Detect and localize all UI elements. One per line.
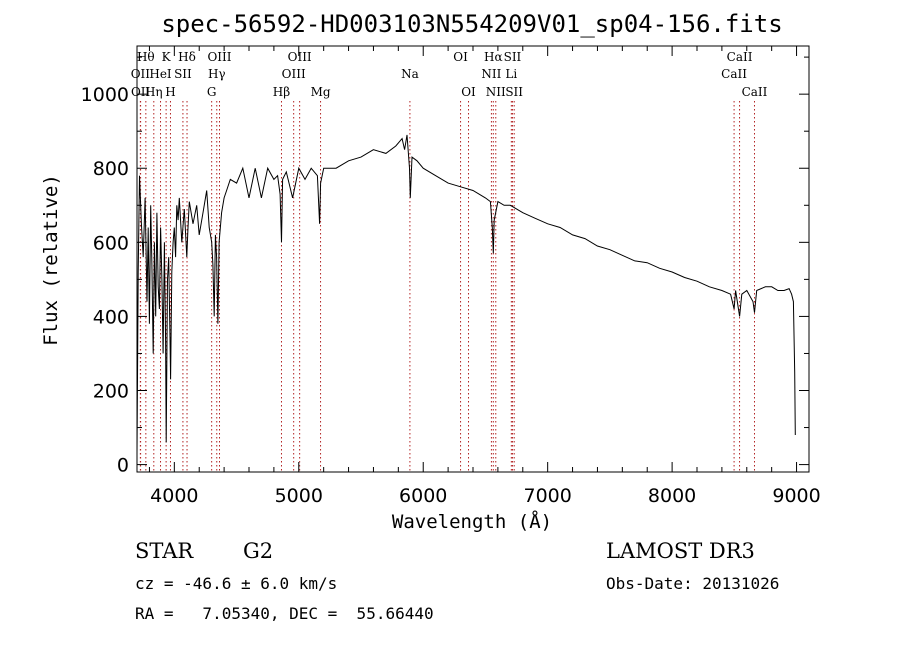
line-label-7: SII: [174, 67, 192, 81]
line-label-17: OI: [453, 50, 468, 64]
line-label-26: CaII: [727, 50, 753, 64]
line-label-16: Na: [401, 67, 419, 81]
x-tick-label: 7000: [523, 485, 571, 507]
line-label-24: SII: [505, 85, 523, 99]
obs-date: Obs-Date: 20131026: [606, 574, 780, 593]
y-axis-label: Flux (relative): [40, 174, 62, 346]
line-label-14: OIII: [288, 50, 312, 64]
y-tick-label: 1000: [81, 84, 129, 106]
line-label-15: Mg: [311, 85, 331, 99]
line-label-13: OIII: [282, 67, 306, 81]
line-label-21: NII: [486, 85, 506, 99]
line-label-19: NII: [481, 67, 501, 81]
line-label-6: H: [165, 85, 175, 99]
line-label-18: OI: [461, 85, 476, 99]
line-label-20: Hα: [484, 50, 503, 64]
line-label-12: Hβ: [273, 85, 290, 99]
x-tick-label: 6000: [399, 485, 447, 507]
plot-frame: [136, 45, 810, 473]
line-label-5: K: [162, 50, 172, 64]
spectral-subclass: G2: [243, 539, 274, 563]
line-label-2: Hθ: [137, 50, 155, 64]
x-axis: 4000 5000 6000 7000 8000 9000: [148, 46, 821, 507]
x-tick-label: 8000: [648, 485, 696, 507]
line-label-0: OII: [131, 67, 151, 81]
spectrum-line: [136, 134, 796, 454]
spectral-line-markers: OII OII Hθ Hη HeI K H SII Hδ G Hγ OIII Hβ OIII OIII Mg N…: [131, 50, 768, 472]
line-label-1: OII: [131, 85, 151, 99]
y-tick-label: 400: [93, 306, 129, 328]
line-label-3: Hη: [145, 85, 163, 99]
survey-name: LAMOST DR3: [606, 539, 755, 563]
line-label-9: G: [207, 85, 217, 99]
line-label-4: HeI: [149, 67, 172, 81]
y-tick-label: 200: [93, 381, 129, 403]
coordinates: RA = 7.05340, DEC = 55.66440: [135, 604, 434, 623]
y-tick-label: 0: [117, 455, 129, 477]
redshift-readout: cz = -46.6 ± 6.0 km/s: [135, 574, 338, 593]
line-label-27: CaII: [742, 85, 768, 99]
line-label-8: Hδ: [178, 50, 196, 64]
x-axis-label: Wavelength (Å): [392, 510, 552, 533]
y-tick-label: 600: [93, 232, 129, 254]
line-label-23: SII: [504, 50, 522, 64]
line-label-22: Li: [505, 67, 517, 81]
y-tick-label: 800: [93, 158, 129, 180]
y-axis: 0 200 400 600 800 1000: [81, 56, 809, 477]
line-label-10: Hγ: [208, 67, 226, 81]
x-tick-label: 9000: [772, 485, 820, 507]
x-tick-label: 5000: [275, 485, 323, 507]
x-tick-label: 4000: [150, 485, 198, 507]
chart-title: spec-56592-HD003103N554209V01_sp04-156.f…: [161, 10, 782, 38]
object-class: STAR: [135, 539, 194, 563]
spectrum-series: [136, 134, 796, 454]
line-label-11: OIII: [207, 50, 231, 64]
line-label-25: CaII: [721, 67, 747, 81]
